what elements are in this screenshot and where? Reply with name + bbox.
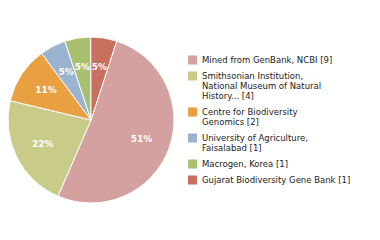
data-label: 22% [32, 139, 54, 149]
data-label: 5% [92, 62, 107, 72]
data-label: 5% [75, 62, 90, 72]
pie-labels: 51%22%11%5%5%5% [32, 62, 152, 149]
legend-swatch [188, 160, 197, 169]
legend-label-line: Mined from GenBank, NCBI [9] [202, 55, 332, 65]
legend-swatch [188, 176, 197, 185]
legend-label: Macrogen, Korea [1] [202, 159, 288, 169]
pie-slice [65, 37, 91, 120]
legend-label-line: Smithsonian Institution, [202, 71, 303, 81]
legend-label-line: National Museum of Natural [202, 81, 321, 91]
legend-swatch [188, 134, 197, 143]
data-label: 51% [131, 134, 153, 144]
pie [8, 37, 174, 203]
legend: Mined from GenBank, NCBI [9] Smithsonian … [188, 55, 350, 185]
legend-swatch [188, 56, 197, 65]
legend-label: University of Agriculture,Faisalabad [1] [202, 133, 308, 153]
legend-swatch [188, 108, 197, 117]
chart: 51%22%11%5%5%5%Mined from GenBank, NCBI … [0, 0, 380, 240]
legend-label: Gujarat Biodiversity Gene Bank [1] [202, 175, 350, 185]
legend-label-line: Genomics [2] [202, 117, 259, 127]
legend-label-line: Gujarat Biodiversity Gene Bank [1] [202, 175, 350, 185]
legend-label-line: University of Agriculture, [202, 133, 308, 143]
pie-slice [91, 37, 117, 120]
legend-label: Centre for BiodiversityGenomics [2] [202, 107, 298, 127]
data-label: 11% [35, 85, 57, 95]
legend-label: Smithsonian Institution,National Museum … [202, 71, 321, 101]
legend-label-line: Centre for Biodiversity [202, 107, 298, 117]
legend-label: Mined from GenBank, NCBI [9] [202, 55, 332, 65]
legend-label-line: Macrogen, Korea [1] [202, 159, 288, 169]
legend-label-line: Faisalabad [1] [202, 143, 262, 153]
legend-label-line: History... [4] [202, 91, 254, 101]
legend-swatch [188, 72, 197, 81]
data-label: 5% [58, 67, 73, 77]
